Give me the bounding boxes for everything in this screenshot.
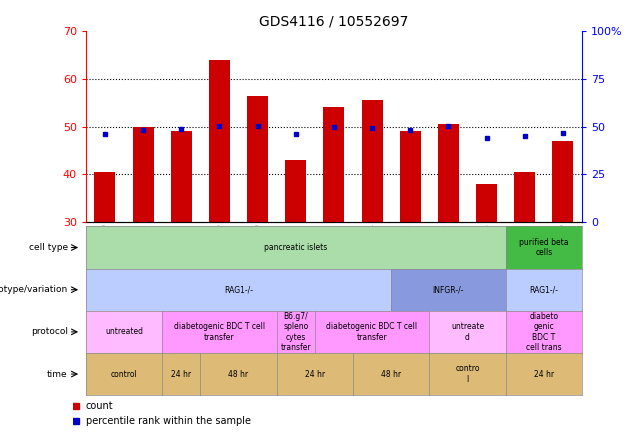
Text: B6.g7/
spleno
cytes
transfer: B6.g7/ spleno cytes transfer xyxy=(280,312,311,352)
Text: untreated: untreated xyxy=(105,327,143,337)
Text: 24 hr: 24 hr xyxy=(171,369,191,379)
Text: diabetogenic BDC T cell
transfer: diabetogenic BDC T cell transfer xyxy=(326,322,418,341)
Bar xyxy=(400,131,421,222)
Text: time: time xyxy=(47,369,68,379)
Bar xyxy=(209,60,230,222)
Text: contro
l: contro l xyxy=(455,365,480,384)
Text: control: control xyxy=(111,369,137,379)
Bar xyxy=(285,160,307,222)
Text: diabetogenic BDC T cell
transfer: diabetogenic BDC T cell transfer xyxy=(174,322,265,341)
Text: cell type: cell type xyxy=(29,243,68,252)
Text: 48 hr: 48 hr xyxy=(381,369,401,379)
Title: GDS4116 / 10552697: GDS4116 / 10552697 xyxy=(259,15,408,28)
Text: 24 hr: 24 hr xyxy=(534,369,554,379)
Bar xyxy=(132,127,154,222)
Bar xyxy=(94,172,116,222)
Bar xyxy=(438,124,459,222)
Text: 24 hr: 24 hr xyxy=(305,369,325,379)
Bar xyxy=(476,184,497,222)
Text: genotype/variation: genotype/variation xyxy=(0,285,68,294)
Text: percentile rank within the sample: percentile rank within the sample xyxy=(86,416,251,426)
Text: RAG1-/-: RAG1-/- xyxy=(529,285,558,294)
Text: purified beta
cells: purified beta cells xyxy=(519,238,569,257)
Bar xyxy=(552,141,574,222)
Bar xyxy=(362,100,383,222)
Text: protocol: protocol xyxy=(31,327,68,337)
Bar xyxy=(324,107,345,222)
Bar xyxy=(247,95,268,222)
Text: count: count xyxy=(86,400,113,411)
Text: diabeto
genic
BDC T
cell trans: diabeto genic BDC T cell trans xyxy=(526,312,562,352)
Text: RAG1-/-: RAG1-/- xyxy=(224,285,253,294)
Text: 48 hr: 48 hr xyxy=(228,369,249,379)
Bar xyxy=(515,172,536,222)
Bar xyxy=(171,131,192,222)
Text: untreate
d: untreate d xyxy=(451,322,484,341)
Text: INFGR-/-: INFGR-/- xyxy=(432,285,464,294)
Text: pancreatic islets: pancreatic islets xyxy=(264,243,328,252)
